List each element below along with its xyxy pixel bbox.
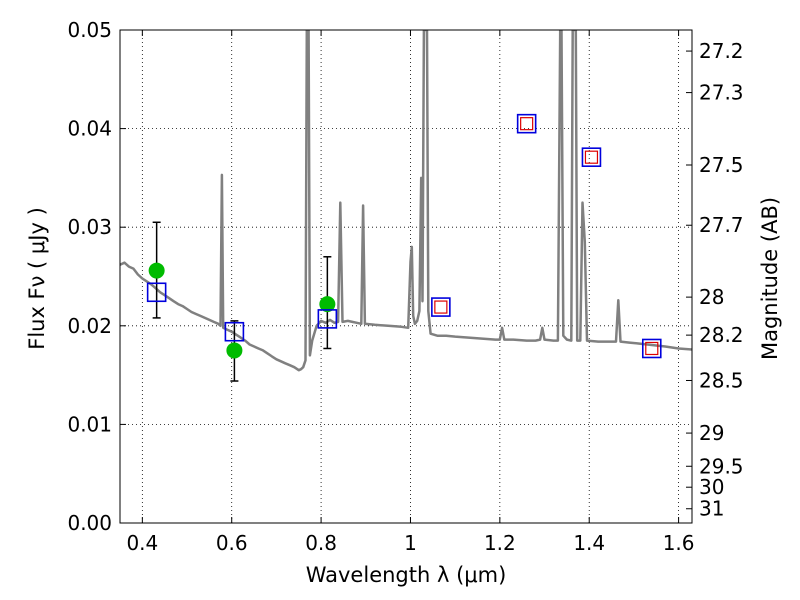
model-spectrum-line: [120, 30, 692, 372]
y-axis: 0.00 0.01 0.02 0.03 0.04 0.05: [67, 18, 126, 535]
x-tick-label: 0.4: [126, 531, 158, 555]
grid-lines: [120, 29, 692, 524]
y-tick-label: 0.00: [67, 511, 112, 535]
magnitude-tick-label: 31: [699, 497, 724, 521]
magnitude-tick-label: 29: [699, 421, 724, 445]
magnitude-tick-label: 27.5: [699, 153, 744, 177]
series-layer: [120, 30, 692, 382]
x-tick-label: 0.6: [216, 531, 248, 555]
observed-flux-point: [319, 296, 336, 313]
model-band-square: [641, 338, 662, 359]
model-band-inner-square: [645, 341, 659, 356]
observed-flux-point: [148, 262, 165, 279]
x-tick-label: 1: [404, 531, 417, 555]
y-tick-label: 0.03: [67, 215, 112, 239]
x-tick-label: 1.2: [484, 531, 516, 555]
observed-flux-point: [226, 342, 243, 359]
magnitude-tick-label: 29.5: [699, 454, 744, 478]
x-tick-label: 1.6: [663, 531, 695, 555]
magnitude-axis-label: Magnitude (AB): [758, 197, 782, 360]
y-tick-label: 0.02: [67, 314, 112, 338]
y-tick-label: 0.05: [67, 18, 112, 42]
model-band-inner-square: [434, 300, 448, 314]
x-axis-label: Wavelength λ (μm): [306, 563, 507, 587]
model-band-square: [317, 309, 338, 329]
model-band-square: [516, 113, 537, 134]
model-band-square: [431, 297, 451, 317]
plot-frame: [119, 29, 693, 524]
magnitude-tick-label: 28.5: [699, 368, 744, 392]
magnitude-tick-label: 30: [699, 475, 724, 499]
model-band-square: [581, 147, 602, 167]
y-tick-label: 0.01: [67, 412, 112, 436]
x-tick-label: 0.8: [305, 531, 337, 555]
model-band-square: [224, 321, 245, 342]
x-axis: 0.4 0.6 0.8 1 1.2 1.4 1.6: [126, 30, 695, 555]
magnitude-tick-label: 28.2: [699, 323, 744, 347]
magnitude-tick-label: 27.7: [699, 213, 744, 237]
model-band-inner-square: [520, 117, 534, 131]
magnitude-tick-label: 27.3: [699, 81, 744, 105]
magnitude-tick-label: 28: [699, 285, 724, 309]
magnitude-tick-label: 27.2: [699, 39, 744, 63]
model-band-inner-square: [584, 150, 599, 164]
y-tick-label: 0.04: [67, 117, 112, 141]
model-band-square: [146, 282, 167, 303]
x-tick-label: 1.4: [573, 531, 605, 555]
y-axis-label: Flux Fν ( μJy ): [25, 207, 49, 350]
